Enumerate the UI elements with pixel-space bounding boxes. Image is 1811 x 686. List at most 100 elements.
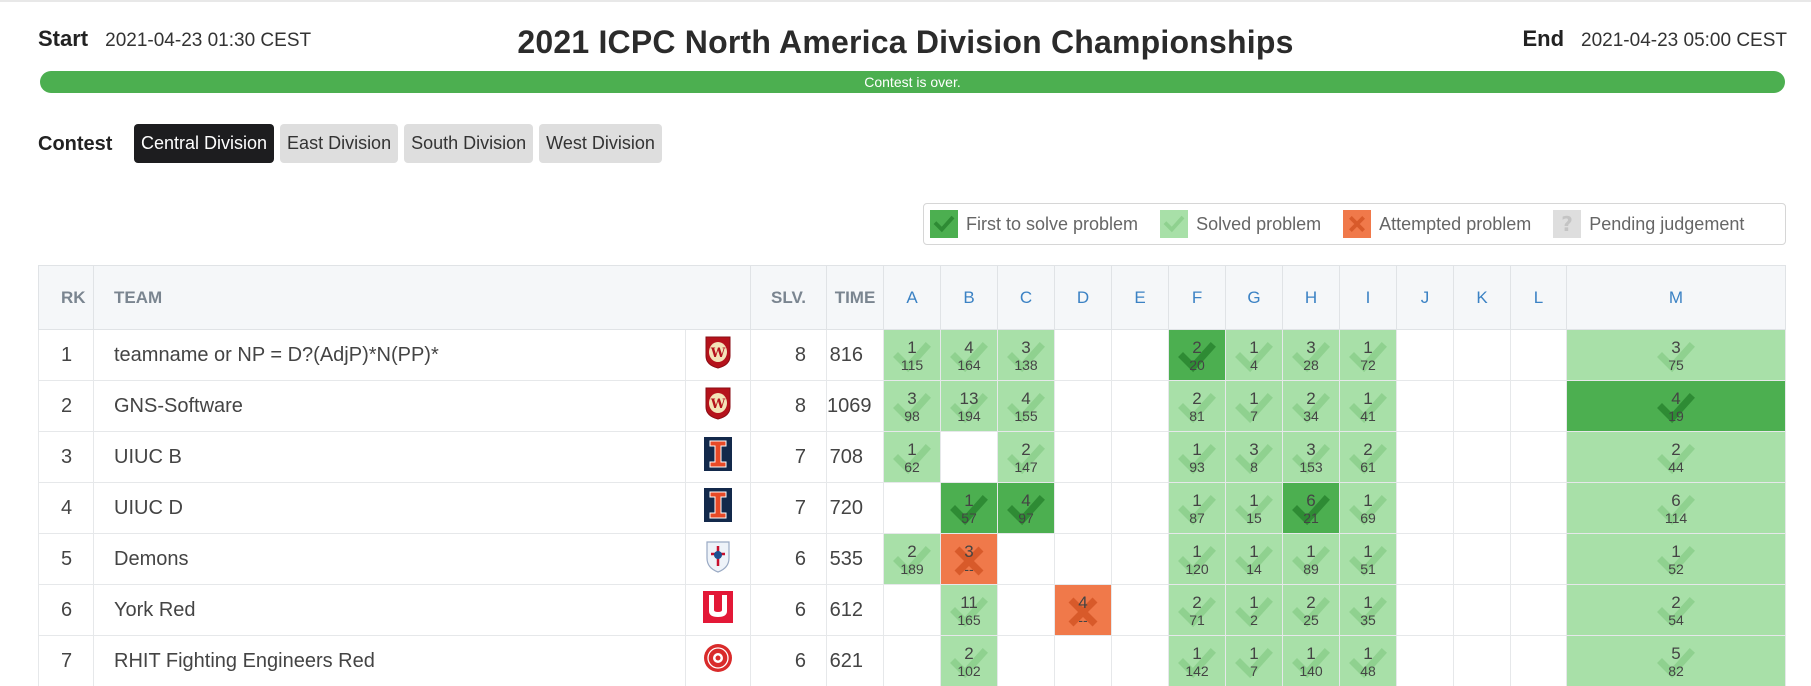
col-problem-g[interactable]: G (1225, 265, 1284, 330)
problem-cell-a[interactable]: 1 115 (883, 329, 942, 381)
problem-cell-g[interactable]: 1 15 (1225, 482, 1284, 534)
problem-cell-h[interactable]: 1 140 (1282, 635, 1341, 686)
problem-cell-f[interactable]: 1 87 (1168, 482, 1227, 534)
problem-cell-b[interactable]: 11 165 (940, 584, 999, 636)
table-row[interactable]: 1 teamname or NP = D?(AdjP)*N(PP)* W 8 816 1 1… (38, 329, 1786, 381)
problem-cell-i[interactable]: 1 69 (1339, 482, 1398, 534)
col-problem-a[interactable]: A (883, 265, 942, 330)
problem-cell-a[interactable]: 1 62 (883, 431, 942, 483)
col-problem-c[interactable]: C (997, 265, 1056, 330)
problem-cell-f[interactable]: 1 142 (1168, 635, 1227, 686)
problem-cell-i[interactable]: 1 41 (1339, 380, 1398, 432)
problem-cell-f[interactable]: 2 71 (1168, 584, 1227, 636)
problem-cell-f[interactable]: 1 93 (1168, 431, 1227, 483)
problem-cell-h[interactable]: 3 153 (1282, 431, 1341, 483)
problem-cell-c[interactable]: 2 147 (997, 431, 1056, 483)
problem-cell-i[interactable]: 2 61 (1339, 431, 1398, 483)
attempts-count: 1 (1363, 388, 1373, 408)
problem-cell-m[interactable]: 1 52 (1566, 533, 1786, 585)
solve-time: 57 (961, 509, 977, 526)
col-problem-j[interactable]: J (1396, 265, 1455, 330)
problem-cell-m[interactable]: 4 19 (1566, 380, 1786, 432)
problem-cell-a[interactable]: 3 98 (883, 380, 942, 432)
col-problem-k[interactable]: K (1453, 265, 1512, 330)
problem-cell-i[interactable]: 1 35 (1339, 584, 1398, 636)
team-name[interactable]: UIUC B (93, 431, 686, 483)
team-name[interactable]: Demons (93, 533, 686, 585)
problem-cell-b[interactable]: 13 194 (940, 380, 999, 432)
problem-cell-i[interactable]: 1 48 (1339, 635, 1398, 686)
team-time: 621 (826, 635, 885, 686)
col-solved[interactable]: SLV. (750, 265, 828, 330)
tab-west-division[interactable]: West Division (539, 124, 662, 163)
problem-cell-i[interactable]: 1 51 (1339, 533, 1398, 585)
problem-cell-e (1111, 533, 1170, 585)
col-problem-d[interactable]: D (1054, 265, 1113, 330)
problem-cell-c[interactable]: 4 97 (997, 482, 1056, 534)
team-name[interactable]: RHIT Fighting Engineers Red (93, 635, 686, 686)
table-row[interactable]: 2 GNS-Software W 8 1069 3 98 13 194 4 155 2 81 1 7 2 34 1… (38, 380, 1786, 432)
problem-cell-m[interactable]: 5 82 (1566, 635, 1786, 686)
team-name[interactable]: UIUC D (93, 482, 686, 534)
problem-cell-g[interactable]: 1 14 (1225, 533, 1284, 585)
problem-cell-d[interactable]: 4 -- (1054, 584, 1113, 636)
problem-cell-h[interactable]: 2 25 (1282, 584, 1341, 636)
legend-item-first: First to solve problem (930, 210, 1138, 238)
tab-central-division[interactable]: Central Division (134, 124, 275, 163)
tab-south-division[interactable]: South Division (404, 124, 534, 163)
problem-cell-f[interactable]: 2 20 (1168, 329, 1227, 381)
problem-cell-h[interactable]: 1 89 (1282, 533, 1341, 585)
problem-cell-m[interactable]: 2 54 (1566, 584, 1786, 636)
problem-cell-h[interactable]: 6 21 (1282, 482, 1341, 534)
contest-start: Start 2021-04-23 01:30 CEST (38, 26, 311, 52)
table-row[interactable]: 6 York Red 6 612 11 165 4 -- 2 71 1 2 2 25 1 35 2 54 (38, 584, 1786, 636)
team-name[interactable]: teamname or NP = D?(AdjP)*N(PP)* (93, 329, 686, 381)
problem-cell-m[interactable]: 6 114 (1566, 482, 1786, 534)
problem-cell-b[interactable]: 2 102 (940, 635, 999, 686)
team-name[interactable]: GNS-Software (93, 380, 686, 432)
contest-tabs: Central Division East Division South Divis… (134, 124, 662, 163)
table-row[interactable]: 7 RHIT Fighting Engineers Red 6 621 2 102 1 142… (38, 635, 1786, 686)
attempts-count: 3 (907, 388, 917, 408)
problem-cell-f[interactable]: 1 120 (1168, 533, 1227, 585)
tab-east-division[interactable]: East Division (280, 124, 399, 163)
col-rank[interactable]: RK (38, 265, 94, 330)
problem-cell-m[interactable]: 2 44 (1566, 431, 1786, 483)
col-problem-f[interactable]: F (1168, 265, 1227, 330)
problem-cell-b[interactable]: 3 -- (940, 533, 999, 585)
problem-result: 1 41 (1340, 381, 1396, 431)
table-row[interactable]: 3 UIUC B 7 708 1 62 2 147 1 93 3 8 3 153 2 61 2 44 (38, 431, 1786, 483)
problem-cell-i[interactable]: 1 72 (1339, 329, 1398, 381)
problem-cell-c[interactable]: 4 155 (997, 380, 1056, 432)
col-team[interactable]: TEAM (92, 265, 752, 330)
col-problem-i[interactable]: I (1339, 265, 1398, 330)
col-problem-h[interactable]: H (1282, 265, 1341, 330)
problem-cell-m[interactable]: 3 75 (1566, 329, 1786, 381)
problem-cell-h[interactable]: 2 34 (1282, 380, 1341, 432)
problem-cell-b[interactable]: 4 164 (940, 329, 999, 381)
col-problem-b[interactable]: B (940, 265, 999, 330)
problem-cell-b[interactable]: 1 57 (940, 482, 999, 534)
illinois-logo (684, 482, 752, 534)
table-row[interactable]: 4 UIUC D 7 720 1 57 4 97 1 87 1 15 6 21 1 69 6 114 (38, 482, 1786, 534)
check-icon (930, 210, 958, 238)
col-problem-e[interactable]: E (1111, 265, 1170, 330)
col-problem-m[interactable]: M (1566, 265, 1786, 330)
team-name[interactable]: York Red (93, 584, 686, 636)
problem-cell-h[interactable]: 3 28 (1282, 329, 1341, 381)
col-problem-l[interactable]: L (1510, 265, 1568, 330)
legend-label: Solved problem (1196, 213, 1322, 234)
problem-cell-f[interactable]: 2 81 (1168, 380, 1227, 432)
problem-cell-a[interactable]: 2 189 (883, 533, 942, 585)
depaul-logo (684, 533, 752, 585)
problem-cell-c[interactable]: 3 138 (997, 329, 1056, 381)
col-time[interactable]: TIME (826, 265, 885, 330)
svg-text:W: W (710, 346, 726, 361)
table-row[interactable]: 5 Demons 6 535 2 189 3 -- 1 120 1 14 1 89 1 51 1 52 (38, 533, 1786, 585)
solve-time: 61 (1360, 458, 1376, 475)
